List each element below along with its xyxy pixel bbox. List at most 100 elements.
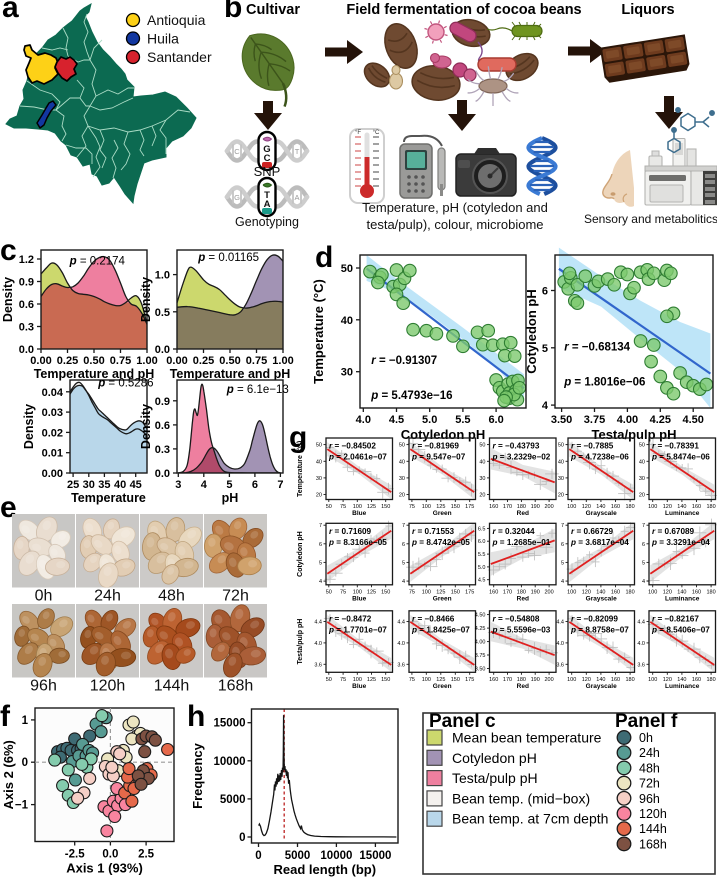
svg-text:Grayscale: Grayscale (586, 510, 617, 517)
svg-text:3.50: 3.50 (551, 414, 572, 426)
svg-text:150: 150 (381, 504, 390, 510)
svg-text:3: 3 (175, 479, 181, 491)
svg-text:0.04: 0.04 (42, 387, 64, 399)
svg-text:A: A (294, 193, 299, 202)
svg-text:40: 40 (399, 459, 405, 465)
svg-text:180: 180 (626, 677, 635, 683)
svg-text:0.5: 0.5 (155, 307, 170, 319)
svg-text:200: 200 (545, 589, 554, 595)
svg-text:125: 125 (367, 677, 376, 683)
svg-text:6.5: 6.5 (478, 526, 486, 532)
svg-text:120h: 120h (90, 678, 126, 695)
svg-text:A: A (264, 199, 271, 210)
svg-text:4.0: 4.0 (556, 641, 564, 647)
svg-text:p = 8.5406e−07: p = 8.5406e−07 (651, 625, 710, 634)
svg-text:0h: 0h (35, 588, 53, 605)
svg-text:p = 3.3291e−04: p = 3.3291e−04 (651, 538, 710, 547)
svg-text:75: 75 (409, 504, 415, 510)
svg-text:24h: 24h (94, 588, 121, 605)
svg-text:140: 140 (677, 677, 686, 683)
svg-text:0.00: 0.00 (42, 468, 63, 480)
svg-text:p = 5.5596e−03: p = 5.5596e−03 (492, 625, 551, 634)
svg-text:3.6: 3.6 (397, 662, 405, 668)
svg-text:Bean temp. at 7cm depth: Bean temp. at 7cm depth (452, 811, 608, 827)
svg-text:180: 180 (626, 504, 635, 510)
svg-text:160: 160 (611, 677, 620, 683)
svg-text:30: 30 (639, 476, 645, 482)
svg-text:−1: −1 (15, 800, 29, 812)
svg-text:120h: 120h (639, 807, 667, 821)
svg-text:96h: 96h (639, 792, 660, 806)
svg-text:-2.5: -2.5 (65, 849, 85, 861)
svg-text:35: 35 (98, 479, 110, 491)
svg-text:120: 120 (663, 677, 672, 683)
svg-text:4.25: 4.25 (475, 626, 486, 632)
svg-text:Red: Red (517, 683, 529, 690)
svg-text:5: 5 (561, 560, 564, 566)
svg-text:100: 100 (422, 504, 431, 510)
svg-text:4.4: 4.4 (397, 620, 405, 626)
svg-text:Field fermentation of cocoa be: Field fermentation of cocoa beans (346, 2, 581, 18)
svg-text:4.00: 4.00 (617, 414, 638, 426)
svg-text:40: 40 (639, 459, 645, 465)
svg-text:4: 4 (402, 579, 405, 585)
svg-text:3.75: 3.75 (475, 653, 486, 659)
svg-text:Sensory and metabolitics: Sensory and metabolitics (584, 212, 717, 226)
svg-text:48h: 48h (639, 761, 660, 775)
svg-text:75: 75 (340, 504, 346, 510)
svg-text:160: 160 (692, 589, 701, 595)
svg-text:100: 100 (567, 589, 576, 595)
svg-text:r = −0.54808: r = −0.54808 (493, 614, 540, 623)
svg-text:180: 180 (517, 504, 526, 510)
svg-text:r = 0.67089: r = 0.67089 (652, 527, 695, 536)
svg-text:4.0: 4.0 (637, 641, 645, 647)
svg-text:120: 120 (663, 504, 672, 510)
svg-text:100: 100 (567, 677, 576, 683)
svg-text:190: 190 (531, 504, 540, 510)
svg-text:72h: 72h (222, 588, 249, 605)
svg-text:r = −0.84502: r = −0.84502 (329, 442, 376, 451)
svg-text:3.50: 3.50 (475, 667, 486, 673)
svg-text:0.00: 0.00 (30, 355, 51, 367)
svg-text:0.3: 0.3 (155, 444, 170, 456)
svg-text:5: 5 (226, 479, 232, 491)
svg-text:50: 50 (399, 443, 405, 449)
svg-text:4.00: 4.00 (475, 640, 486, 646)
svg-text:5.0: 5.0 (478, 565, 486, 571)
svg-text:Grayscale: Grayscale (586, 595, 617, 602)
svg-text:50: 50 (479, 443, 485, 449)
svg-text:160: 160 (611, 589, 620, 595)
svg-text:Grayscale: Grayscale (586, 683, 617, 690)
svg-text:190: 190 (531, 677, 540, 683)
svg-text:0.0: 0.0 (155, 344, 170, 356)
svg-text:pH: pH (222, 491, 239, 505)
svg-text:0.25: 0.25 (193, 355, 214, 367)
svg-text:r = −0.8472: r = −0.8472 (329, 614, 372, 623)
svg-text:4.0: 4.0 (397, 641, 405, 647)
svg-text:G: G (263, 144, 270, 155)
svg-text:4: 4 (201, 479, 208, 491)
svg-text:180: 180 (517, 677, 526, 683)
svg-text:r = −0.43793: r = −0.43793 (493, 442, 540, 451)
svg-text:30: 30 (341, 367, 353, 379)
svg-text:r = 0.71553: r = 0.71553 (412, 527, 455, 536)
svg-text:5.5: 5.5 (455, 414, 470, 426)
svg-text:p = 3.2329e−02: p = 3.2329e−02 (492, 453, 551, 462)
svg-text:100: 100 (353, 677, 362, 683)
svg-text:125: 125 (436, 677, 445, 683)
svg-text:r = −0.8466: r = −0.8466 (412, 614, 455, 623)
svg-text:4.50: 4.50 (682, 414, 703, 426)
svg-text:168h: 168h (639, 837, 667, 851)
svg-text:Testa/pulp pH: Testa/pulp pH (452, 770, 538, 786)
svg-text:p = 2.0461e−07: p = 2.0461e−07 (328, 453, 387, 462)
svg-text:120: 120 (582, 504, 591, 510)
svg-text:5: 5 (402, 560, 405, 566)
svg-text:p = 6.1e−13: p = 6.1e−13 (226, 384, 289, 396)
svg-text:160: 160 (489, 504, 498, 510)
svg-text:30: 30 (316, 476, 322, 482)
svg-text:4: 4 (561, 579, 564, 585)
svg-text:144h: 144h (639, 822, 667, 836)
svg-text:100: 100 (648, 504, 657, 510)
svg-text:160: 160 (489, 677, 498, 683)
svg-text:Cotyledon pH: Cotyledon pH (452, 750, 537, 766)
